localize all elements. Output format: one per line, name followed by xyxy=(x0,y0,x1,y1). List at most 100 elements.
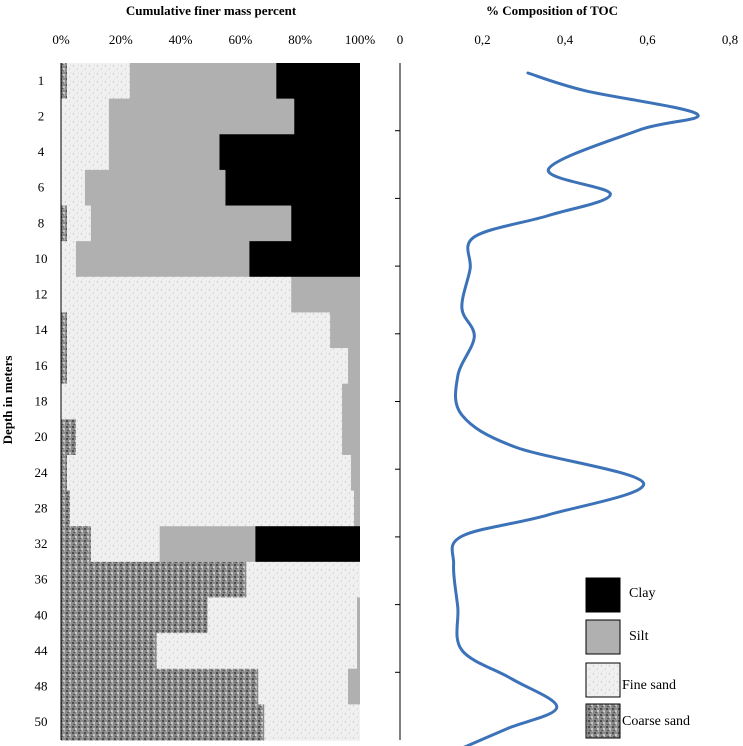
depth-tick-label: 12 xyxy=(35,287,48,302)
bar-segment-silt-depth-28 xyxy=(354,490,360,527)
stacked-bars xyxy=(61,63,360,741)
bar-segment-coarse-depth-44 xyxy=(61,633,157,670)
left-x-tick-label: 0% xyxy=(52,32,70,47)
bar-segment-fine-depth-12 xyxy=(61,276,292,314)
depth-tick-label: 48 xyxy=(35,679,48,694)
depth-tick-label: 28 xyxy=(35,500,48,515)
bar-segment-silt-depth-14 xyxy=(330,312,360,349)
bar-segment-coarse-depth-20 xyxy=(61,419,76,456)
depth-tick-label: 4 xyxy=(38,144,45,159)
depth-tick-label: 18 xyxy=(35,394,48,409)
left-x-tick-label: 40% xyxy=(169,32,193,47)
depth-tick-label: 40 xyxy=(35,607,48,622)
legend-swatch-clay xyxy=(585,577,621,613)
legend-label-silt: Silt xyxy=(629,629,649,644)
legend-label-fine-sand: Fine sand xyxy=(622,678,676,693)
right-x-tick-labels: 0 0,2 0,4 0,6 0,8 xyxy=(397,32,738,47)
toc-series-line xyxy=(450,71,700,746)
bar-segment-fine-depth-6 xyxy=(61,169,85,207)
bar-segment-coarse-depth-8 xyxy=(61,205,67,242)
legend: Clay Silt Fine sand Coarse sand xyxy=(585,577,690,739)
bar-segment-fine-depth-1 xyxy=(66,63,130,100)
bar-segment-fine-depth-20 xyxy=(75,419,343,456)
legend-label-clay: Clay xyxy=(629,586,655,601)
bar-segment-fine-depth-28 xyxy=(69,490,355,527)
bar-segment-fine-depth-8 xyxy=(66,205,91,242)
depth-tick-label: 1 xyxy=(38,73,45,88)
bar-segment-clay-depth-4 xyxy=(219,134,360,171)
bar-segment-fine-depth-24 xyxy=(66,454,352,492)
legend-swatch-coarse-sand xyxy=(585,703,621,739)
depth-tick-label: 16 xyxy=(35,358,49,373)
depth-tick-label: 10 xyxy=(35,251,48,266)
bar-segment-silt-depth-32 xyxy=(159,526,256,563)
bar-segment-silt-depth-1 xyxy=(129,63,277,100)
depth-tick-label: 44 xyxy=(35,643,49,658)
bar-segment-clay-depth-8 xyxy=(291,205,360,242)
bar-segment-coarse-depth-14 xyxy=(61,312,67,349)
bar-segment-silt-depth-10 xyxy=(75,241,250,278)
depth-tick-label: 6 xyxy=(38,180,45,195)
bar-segment-coarse-depth-24 xyxy=(61,454,67,492)
right-x-tick-label: 0,2 xyxy=(474,32,490,47)
bar-segment-coarse-depth-40 xyxy=(61,597,208,634)
bar-segment-silt-depth-2 xyxy=(108,98,295,135)
right-x-tick-label: 0,4 xyxy=(557,32,574,47)
bar-segment-fine-depth-32 xyxy=(90,526,160,563)
bar-segment-fine-depth-48 xyxy=(258,668,349,705)
depth-tick-label: 32 xyxy=(35,536,48,551)
bar-segment-silt-depth-12 xyxy=(291,276,360,314)
bar-segment-coarse-depth-50 xyxy=(61,704,265,741)
bar-segment-fine-depth-50 xyxy=(264,704,360,741)
left-x-tick-label: 100% xyxy=(345,32,376,47)
bar-segment-silt-depth-18 xyxy=(342,383,360,420)
depth-tick-label: 50 xyxy=(35,714,48,729)
bar-segment-coarse-depth-36 xyxy=(61,561,247,599)
bar-segment-fine-depth-16 xyxy=(66,348,349,385)
bar-segment-clay-depth-6 xyxy=(225,169,360,207)
bar-segment-silt-depth-16 xyxy=(348,348,360,385)
bar-segment-clay-depth-1 xyxy=(276,63,360,100)
legend-swatch-silt xyxy=(585,619,621,655)
bar-segment-clay-depth-32 xyxy=(255,526,360,563)
bar-segment-coarse-depth-16 xyxy=(61,348,67,385)
depth-tick-label: 20 xyxy=(35,429,48,444)
right-x-tick-label: 0,8 xyxy=(722,32,738,47)
legend-swatch-fine-sand xyxy=(585,662,621,698)
bar-segment-coarse-depth-48 xyxy=(61,668,259,705)
depth-tick-label: 36 xyxy=(35,572,49,587)
bar-segment-coarse-depth-1 xyxy=(61,63,67,100)
right-x-tick-label: 0,6 xyxy=(639,32,656,47)
bar-segment-fine-depth-10 xyxy=(61,241,76,278)
y-axis-label: Depth in meters xyxy=(0,356,15,445)
bar-segment-fine-depth-4 xyxy=(61,134,109,171)
right-axis-tick-marks xyxy=(395,130,400,673)
bar-segment-silt-depth-40 xyxy=(357,597,360,634)
bar-segment-silt-depth-44 xyxy=(357,633,360,670)
bar-segment-silt-depth-8 xyxy=(90,205,292,242)
legend-label-coarse-sand: Coarse sand xyxy=(622,714,690,729)
depth-tick-label: 8 xyxy=(38,215,45,230)
left-x-tick-label: 80% xyxy=(288,32,312,47)
depth-tick-label: 14 xyxy=(35,322,49,337)
left-chart-title: Cumulative finer mass percent xyxy=(126,3,297,18)
bar-segment-silt-depth-6 xyxy=(84,169,226,207)
bar-segment-coarse-depth-32 xyxy=(61,526,91,563)
depth-tick-label: 2 xyxy=(38,108,45,123)
bar-segment-coarse-depth-28 xyxy=(61,490,70,527)
bar-segment-fine-depth-14 xyxy=(66,312,331,349)
bar-segment-fine-depth-40 xyxy=(207,597,358,634)
bar-segment-fine-depth-44 xyxy=(156,633,358,670)
left-x-tick-label: 60% xyxy=(228,32,252,47)
bar-segment-silt-depth-24 xyxy=(351,454,360,492)
left-x-tick-labels: 0% 20% 40% 60% 80% 100% xyxy=(52,32,375,47)
bar-segment-fine-depth-36 xyxy=(246,561,360,599)
bar-segment-clay-depth-2 xyxy=(294,98,360,135)
bar-segment-fine-depth-18 xyxy=(61,383,343,420)
bar-segment-silt-depth-4 xyxy=(108,134,220,171)
bar-segment-silt-depth-48 xyxy=(348,668,360,705)
left-x-tick-label: 20% xyxy=(109,32,133,47)
right-chart-title: % Composition of TOC xyxy=(486,3,618,18)
